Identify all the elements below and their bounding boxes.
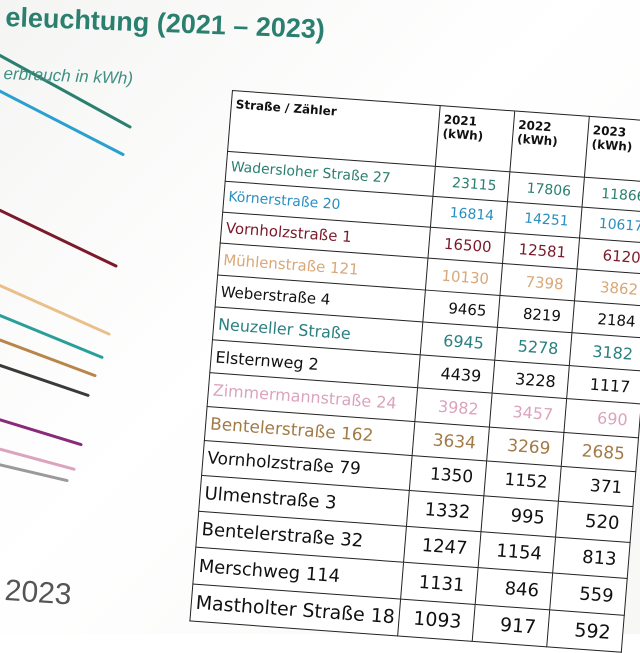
consumption-table-wrapper: Straße / Zähler 2021 (kWh) 2022 (kWh) 20… [189, 90, 640, 653]
value-2021-cell: 6945 [420, 321, 498, 361]
value-2021-cell: 4439 [417, 354, 495, 394]
value-2021-cell: 1247 [403, 526, 482, 568]
series-line [0, 418, 83, 447]
value-2021-cell: 10130 [425, 258, 503, 296]
value-2022-cell: 7398 [500, 263, 578, 301]
value-2022-cell: 1152 [484, 460, 562, 502]
value-2022-cell: 3269 [486, 427, 565, 467]
value-2022-cell: 3457 [489, 393, 567, 433]
value-2022-cell: 995 [481, 495, 559, 538]
value-2022-cell: 8219 [497, 295, 575, 333]
value-2022-cell: 1154 [478, 531, 556, 574]
value-2021-cell: 1093 [397, 599, 476, 642]
line-chart [0, 53, 132, 483]
value-2023-cell: 3182 [569, 332, 640, 372]
value-2021-cell: 9465 [423, 290, 501, 328]
value-2023-cell: 592 [546, 609, 625, 653]
table-body: Wadersloher Straße 27 23115 17806 11866 Körn… [189, 151, 640, 653]
value-2023-cell: 520 [555, 501, 634, 543]
value-2023-cell: 690 [564, 398, 640, 438]
series-line [0, 89, 125, 156]
value-2023-cell: 559 [549, 573, 628, 616]
series-line [0, 284, 111, 336]
series-line [0, 447, 76, 471]
value-2022-cell: 3228 [492, 360, 570, 399]
value-2022-cell: 917 [472, 604, 550, 647]
value-2023-cell: 371 [558, 466, 636, 507]
value-2021-cell: 3634 [412, 421, 490, 461]
value-2021-cell: 3982 [415, 387, 493, 428]
chart-x-tick-label: 2023 [3, 574, 73, 612]
series-line [0, 338, 97, 378]
series-line [0, 363, 90, 397]
value-2022-cell: 846 [475, 567, 553, 610]
value-2021-cell: 1131 [400, 562, 479, 605]
series-line [0, 53, 132, 129]
value-2021-cell: 1332 [406, 490, 485, 532]
series-line [0, 314, 104, 359]
consumption-table: Straße / Zähler 2021 (kWh) 2022 (kWh) 20… [189, 90, 640, 653]
value-2021-cell: 1350 [409, 455, 487, 496]
column-header-2021: 2021 (kWh) [435, 105, 515, 172]
column-header-2023: 2023 (kWh) [584, 116, 640, 183]
value-2023-cell: 2685 [561, 432, 639, 472]
series-line [0, 463, 69, 483]
column-header-2022: 2022 (kWh) [510, 110, 590, 178]
value-2023-cell: 1117 [566, 365, 640, 404]
value-2022-cell: 5278 [494, 327, 573, 366]
series-line [0, 208, 118, 268]
value-2023-cell: 813 [552, 537, 631, 579]
